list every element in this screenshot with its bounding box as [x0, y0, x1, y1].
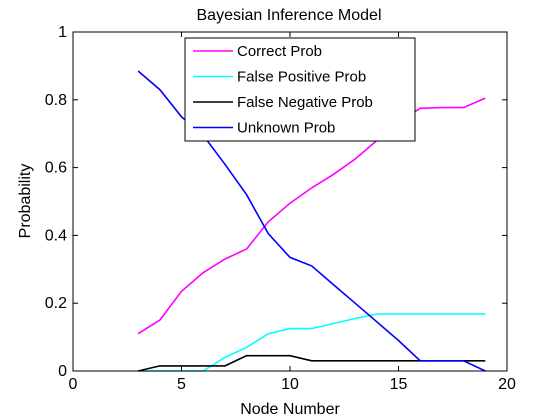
chart-title: Bayesian Inference Model [197, 7, 382, 24]
legend-label: Correct Prob [237, 43, 322, 60]
y-axis-label: Probability [17, 164, 34, 239]
x-tick-label: 5 [177, 376, 186, 393]
y-tick-label: 0.4 [45, 227, 67, 244]
series-line-1 [137, 97, 486, 335]
y-tick-label: 0.6 [45, 160, 67, 177]
x-tick-label: 15 [390, 376, 408, 393]
x-tick-label: 20 [498, 376, 516, 393]
legend-label: Unknown Prob [237, 120, 335, 137]
legend-label: False Positive Prob [237, 69, 366, 86]
legend-box [184, 37, 416, 142]
x-tick-label: 10 [281, 376, 299, 393]
y-tick-label: 0.8 [45, 92, 67, 109]
y-tick-label: 0.2 [45, 295, 67, 312]
y-tick-label: 0 [58, 363, 67, 380]
ticks-layer: 0 5 10 15 20 0 0.2 0.4 0.6 0.8 1 [45, 24, 516, 393]
legend: Correct Prob False Positive Prob False Neg… [184, 37, 416, 142]
legend-label: False Negative Prob [237, 94, 373, 111]
x-axis-label: Node Number [240, 401, 340, 418]
y-tick-label: 1 [58, 24, 67, 41]
x-tick-label: 0 [69, 376, 78, 393]
